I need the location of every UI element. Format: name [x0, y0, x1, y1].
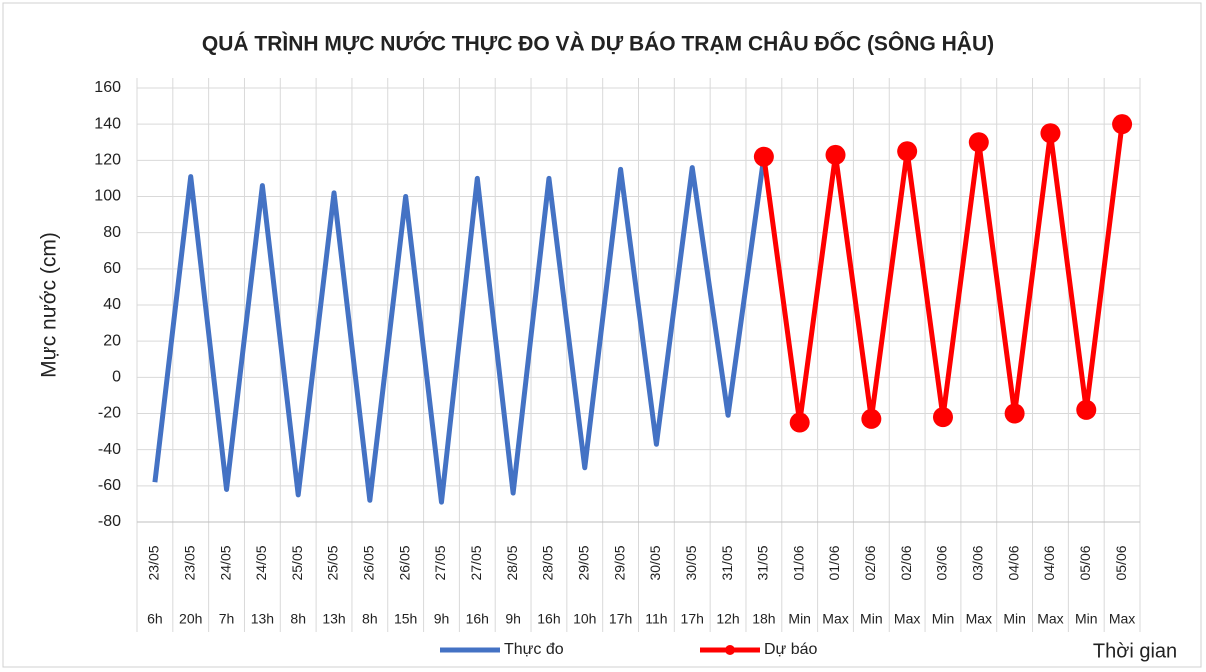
x-date-label: 29/05 [575, 545, 591, 580]
x-time-label: Max [1037, 611, 1063, 627]
data-point [753, 146, 774, 167]
x-date-label: 01/06 [790, 545, 806, 580]
x-time-label: 9h [434, 611, 450, 627]
x-time-label: Max [822, 611, 848, 627]
data-point [1004, 403, 1025, 424]
x-time-label: 13h [251, 611, 274, 627]
legend-marker [725, 645, 735, 655]
x-time-label: Max [1109, 611, 1135, 627]
x-date-label: 23/05 [181, 545, 197, 580]
legend-label: Dự báo [764, 641, 818, 658]
x-time-label: 20h [179, 611, 202, 627]
x-date-label: 31/05 [719, 545, 735, 580]
data-point [1076, 399, 1097, 420]
x-date-label: 23/05 [146, 545, 162, 580]
x-time-label: Min [1075, 611, 1098, 627]
x-time-label: 10h [573, 611, 596, 627]
x-time-label: Min [932, 611, 955, 627]
x-date-label: 05/06 [1113, 545, 1129, 580]
y-tick-label: -60 [98, 477, 121, 494]
x-time-label: 15h [394, 611, 417, 627]
x-time-label: 11h [645, 611, 667, 627]
x-time-label: Max [894, 611, 920, 627]
y-tick-label: 80 [103, 224, 121, 241]
x-date-label: 25/05 [325, 545, 341, 580]
data-point [861, 408, 882, 429]
x-date-label: 27/05 [432, 545, 448, 580]
x-time-label: 16h [537, 611, 560, 627]
y-tick-label: 120 [94, 152, 121, 169]
y-tick-label: 140 [94, 115, 121, 132]
y-tick-label: -80 [98, 513, 121, 530]
data-point [1112, 114, 1133, 135]
data-point [968, 132, 989, 153]
x-date-label: 30/05 [683, 545, 699, 580]
chart-title: QUÁ TRÌNH MỰC NƯỚC THỰC ĐO VÀ DỰ BÁO TRẠ… [202, 32, 994, 56]
x-date-label: 30/05 [647, 545, 663, 580]
x-date-label: 04/06 [1005, 545, 1021, 580]
x-axis-label: Thời gian [1093, 640, 1177, 662]
x-date-label: 01/06 [826, 545, 842, 580]
x-time-label: 9h [505, 611, 521, 627]
data-point [897, 141, 918, 162]
x-date-label: 04/06 [1041, 545, 1057, 580]
x-date-label: 28/05 [540, 545, 556, 580]
data-point [789, 412, 810, 433]
y-tick-label: -40 [98, 441, 121, 458]
x-date-label: 03/06 [970, 545, 986, 580]
x-date-label: 25/05 [289, 545, 305, 580]
data-point [932, 407, 953, 428]
x-date-label: 02/06 [862, 545, 878, 580]
x-time-label: 18h [752, 611, 775, 627]
x-time-label: 7h [219, 611, 235, 627]
x-time-label: Min [788, 611, 811, 627]
x-time-label: 8h [362, 611, 378, 627]
data-point [1040, 123, 1061, 144]
x-time-label: 16h [466, 611, 489, 627]
x-date-label: 24/05 [217, 545, 233, 580]
x-time-label: 12h [716, 611, 739, 627]
x-time-label: 8h [290, 611, 306, 627]
x-date-label: 24/05 [253, 545, 269, 580]
x-date-label: 02/06 [898, 545, 914, 580]
x-time-label: 13h [322, 611, 345, 627]
legend-label: Thực đo [504, 641, 564, 658]
x-date-label: 05/06 [1077, 545, 1093, 580]
x-time-label: 17h [609, 611, 632, 627]
x-date-label: 26/05 [361, 545, 377, 580]
y-tick-label: 160 [94, 79, 121, 96]
x-date-label: 27/05 [468, 545, 484, 580]
x-date-label: 31/05 [755, 545, 771, 580]
y-tick-label: 100 [94, 188, 121, 205]
data-point [825, 144, 846, 165]
x-date-label: 29/05 [611, 545, 627, 580]
y-axis-label: Mực nước (cm) [38, 232, 61, 378]
x-time-label: Max [966, 611, 992, 627]
y-tick-label: 40 [103, 296, 121, 313]
x-time-label: Min [1003, 611, 1026, 627]
y-tick-label: 60 [103, 260, 121, 277]
y-tick-label: 20 [103, 332, 121, 349]
y-tick-label: 0 [112, 369, 121, 386]
x-time-label: 17h [681, 611, 704, 627]
x-time-label: 6h [147, 611, 163, 627]
y-tick-label: -20 [98, 405, 121, 422]
x-date-label: 03/06 [934, 545, 950, 580]
x-date-label: 26/05 [396, 545, 412, 580]
x-date-label: 28/05 [504, 545, 520, 580]
series-line [152, 156, 767, 505]
x-time-label: Min [860, 611, 883, 627]
